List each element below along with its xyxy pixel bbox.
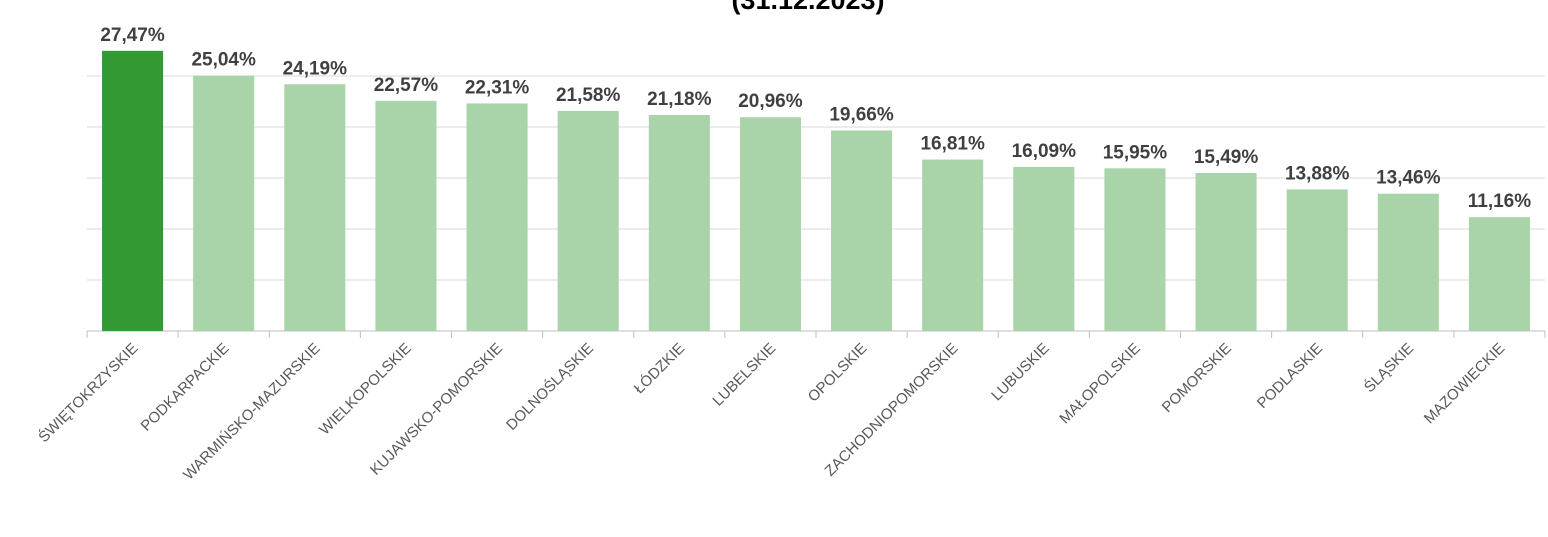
data-label: 11,16% (1468, 191, 1531, 212)
bar (102, 50, 164, 331)
bar (557, 110, 619, 331)
chart-title: (31.12.2023) (731, 0, 884, 15)
x-tick-label: WIELKOPOLSKIE (316, 340, 415, 439)
x-tick-label: OPOLSKIE (805, 340, 871, 406)
bar (284, 84, 346, 332)
bar (1286, 189, 1348, 331)
x-tick-label: ŁÓDZKIE (631, 340, 688, 397)
data-label: 25,04% (191, 50, 256, 71)
data-label: 27,47% (100, 25, 165, 46)
x-tick-label: ŚLĄSKIE (1360, 339, 1417, 396)
bar (739, 117, 801, 331)
x-tick-label: MAŁOPOLSKIE (1056, 340, 1143, 427)
x-tick-label: PODLASKIE (1254, 340, 1326, 412)
data-label: 21,18% (647, 89, 712, 110)
data-label: 19,66% (829, 104, 894, 125)
bar (193, 75, 255, 331)
x-tick-label: PODKARPACKIE (138, 340, 233, 435)
data-label: 24,19% (283, 58, 348, 79)
x-tick-label: ŚWIĘTOKRZYSKIE (35, 339, 142, 446)
bar (466, 103, 528, 331)
bar (922, 159, 984, 331)
data-label: 13,46% (1376, 168, 1441, 189)
data-label: 15,95% (1103, 142, 1168, 163)
x-tick-label: LUBELSKIE (709, 340, 779, 410)
bar (1013, 166, 1075, 331)
data-label: 22,57% (374, 75, 439, 96)
data-label: 20,96% (738, 91, 803, 112)
x-tick-label: POMORSKIE (1159, 340, 1235, 416)
x-tick-label: MAZOWIECKIE (1421, 340, 1508, 427)
bar (1104, 168, 1166, 331)
bar (1468, 217, 1530, 331)
data-label: 21,58% (556, 85, 621, 106)
data-label: 16,09% (1012, 141, 1077, 162)
data-label: 22,31% (465, 77, 530, 98)
data-label: 16,81% (920, 134, 985, 155)
x-tick-label: DOLNOŚLĄSKIE (502, 339, 597, 434)
bar (648, 114, 710, 332)
bar (1377, 193, 1439, 331)
x-tick-label: LUBUSKIE (988, 340, 1052, 404)
bar (375, 100, 437, 331)
data-label: 15,49% (1194, 147, 1259, 168)
bar (1195, 173, 1257, 331)
bar (831, 130, 893, 331)
data-label: 13,88% (1285, 163, 1350, 184)
